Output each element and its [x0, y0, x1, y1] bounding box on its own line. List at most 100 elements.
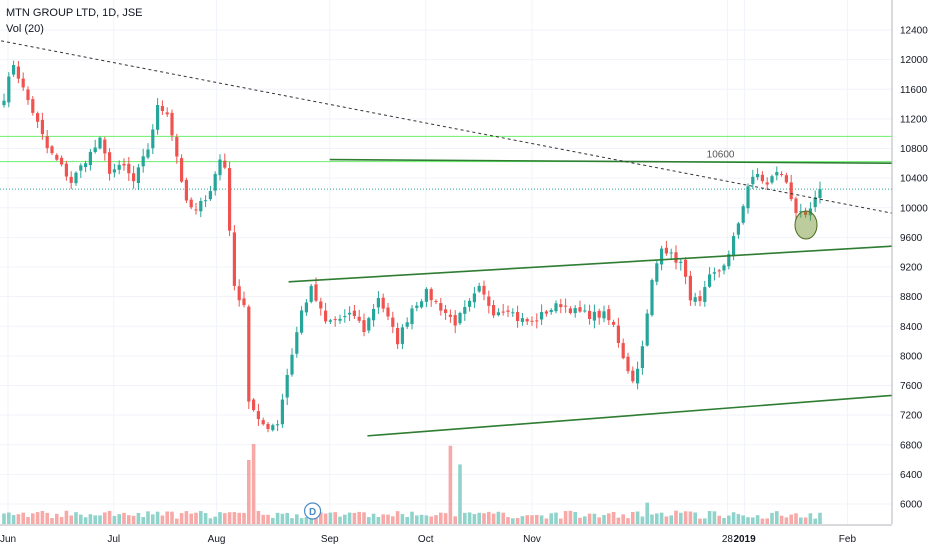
volume-bar [587, 513, 592, 524]
volume-bar [285, 512, 289, 524]
candle-body [616, 325, 620, 343]
candle-body [732, 236, 736, 257]
candle-body [290, 354, 294, 375]
volume-bar [203, 513, 208, 524]
candle-body [813, 197, 817, 208]
time-axis[interactable]: JunJulAugSepOctNov282019FebMarAprMayJun [0, 524, 932, 550]
volume-bar [218, 512, 222, 524]
candle-body [108, 152, 112, 174]
candle-body [357, 316, 361, 321]
volume-bar [381, 514, 385, 524]
volume-bar [151, 514, 155, 524]
candle-body [501, 311, 505, 313]
volume-bar [280, 513, 285, 524]
volume-bar [544, 518, 549, 524]
candle-body [141, 156, 145, 167]
candle-body [146, 149, 150, 158]
candle-body [285, 375, 289, 398]
candle-body [40, 119, 44, 135]
candle-body [448, 314, 452, 317]
candle-body [295, 332, 299, 354]
volume-bar [669, 515, 673, 524]
volume-bar [194, 512, 198, 524]
candle-body [679, 261, 683, 264]
volume-bar [256, 511, 261, 524]
candle-body [717, 270, 721, 272]
candle-body [424, 288, 428, 302]
candle-body [660, 248, 664, 265]
candle-body [612, 321, 616, 325]
trendlines[interactable] [0, 37, 932, 437]
volume-bar [213, 516, 217, 524]
volume-bar [136, 512, 141, 524]
volume-bar [429, 516, 433, 524]
volume-bar [103, 512, 107, 524]
volume-bar [679, 512, 683, 524]
candle-body [319, 301, 323, 309]
volume-bar [578, 517, 582, 524]
volume-bar [472, 514, 477, 524]
candle-body [74, 172, 78, 184]
trendline-10600-level [329, 158, 910, 165]
volume-bar [357, 511, 361, 524]
volume-bar [794, 513, 798, 524]
volume-bar [583, 516, 587, 524]
candle-body [420, 301, 424, 308]
candle-body [602, 311, 606, 319]
volume-bar [343, 514, 347, 524]
volume-bar [563, 511, 568, 524]
candle-body [64, 163, 68, 177]
volume-indicator-label[interactable]: Vol (20) [6, 23, 44, 35]
volume-bar [554, 512, 558, 524]
candle-body [204, 200, 208, 202]
highlight-circle[interactable] [794, 210, 818, 240]
candle-body [698, 296, 702, 302]
candle-body [736, 223, 740, 235]
candle-body [799, 211, 803, 213]
candle-body [324, 310, 328, 322]
candle-body [597, 310, 601, 318]
volume-bar [501, 512, 505, 524]
volume-bar [251, 444, 256, 524]
candle-body [549, 309, 553, 313]
candle-body [789, 182, 793, 200]
time-tick-label: Sep [321, 534, 339, 545]
volume-bar [597, 517, 601, 524]
candle-body [631, 370, 635, 382]
candle-body [386, 307, 390, 317]
volume-bar [347, 512, 352, 524]
volume-bar [626, 518, 630, 524]
candle-body [818, 189, 822, 199]
volume-bar [760, 518, 765, 524]
candle-body [520, 318, 524, 322]
price-axis[interactable]: 6000 6400 6800 7200 7600 8000 8400 8800 9200 9600… [891, 0, 932, 550]
volume-bar [107, 510, 112, 524]
candle-body [405, 322, 409, 327]
volume-bar [304, 517, 309, 524]
dividend-markers[interactable]: DD [303, 502, 932, 520]
volume-bar [698, 518, 702, 524]
volume-bar [631, 512, 635, 524]
candle-body [252, 399, 256, 411]
volume-bar [179, 513, 184, 524]
candle-body [300, 310, 304, 333]
volume-bar [731, 512, 736, 524]
candle-body [93, 147, 97, 153]
volume-bar [155, 511, 160, 524]
time-tick-label: 2019 [733, 534, 756, 545]
candle-body [684, 259, 688, 277]
volume-bar [117, 514, 121, 524]
candle-body [722, 265, 726, 271]
volume-bar [237, 512, 241, 524]
candle-body [765, 182, 769, 185]
candle-body [559, 304, 563, 308]
candle-body [309, 285, 313, 302]
candle-body [165, 112, 169, 115]
candle-body [367, 318, 371, 331]
volume-bar [319, 512, 323, 524]
price-tick-label: 8800 [900, 292, 923, 303]
candle-body [98, 137, 102, 149]
volume-bar [520, 516, 525, 524]
